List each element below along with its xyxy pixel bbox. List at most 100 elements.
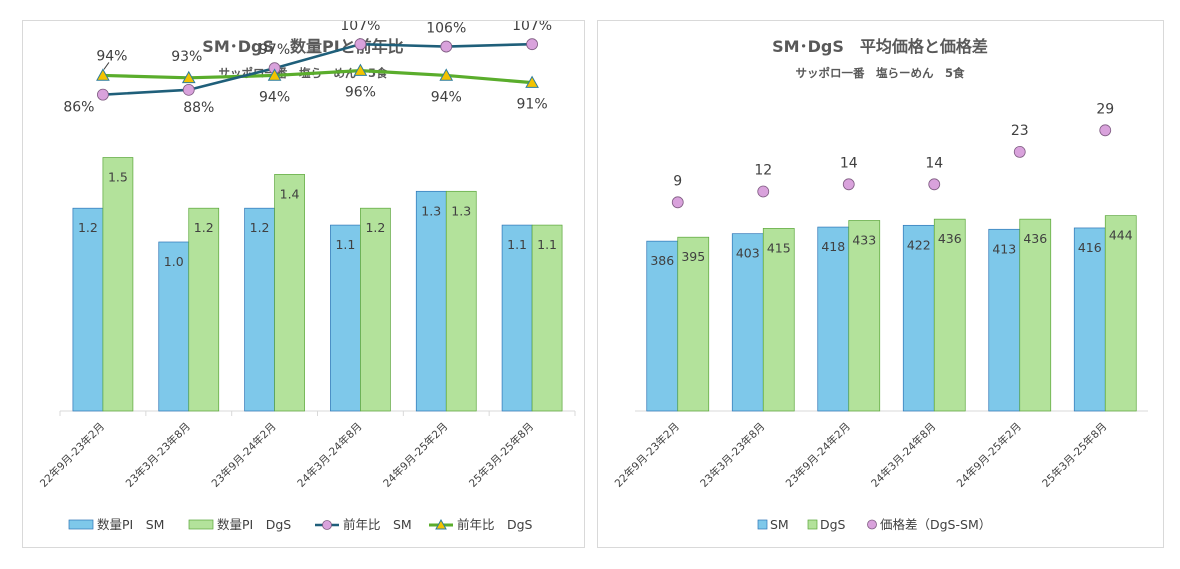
bar-label-dgs: 1.4 <box>280 186 300 201</box>
x-tick-label: 24年3月-24年8月 <box>295 420 365 490</box>
line-label-sm: 88% <box>183 100 214 116</box>
x-tick-label: 25年3月-25年8月 <box>466 420 536 490</box>
bar-label-dgs: 444 <box>1109 228 1133 243</box>
bar-label-dgs: 1.2 <box>365 220 385 235</box>
marker-sm-yoy <box>182 83 195 96</box>
bar-dgs <box>762 228 795 412</box>
bar-dgs <box>933 218 966 412</box>
pi-chart: SM･DgS 数量PIと前年比 サッポロ一番 塩らーめん 5食 1.21.522… <box>37 21 576 532</box>
line-label-sm: 97% <box>259 42 290 58</box>
line-label-sm: 107% <box>340 21 380 34</box>
x-tick-label: 22年9月-23年2月 <box>612 420 682 490</box>
bar-sm <box>330 224 361 412</box>
bar-sm <box>501 224 533 412</box>
bar-dgs <box>531 224 563 412</box>
chart-subtitle: サッポロ一番 塩らーめん 5食 <box>796 66 966 80</box>
marker-price-gap <box>1099 124 1112 137</box>
chart-title: SM･DgS 数量PIと前年比 <box>202 37 403 56</box>
bar-sm <box>817 226 850 412</box>
legend-label: 数量PI SM <box>97 517 164 532</box>
bar-dgs <box>1019 218 1052 412</box>
marker-price-gap <box>928 178 941 191</box>
bar-label-sm: 386 <box>650 253 674 268</box>
price-gap-label: 12 <box>754 163 772 179</box>
x-tick-label: 24年3月-24年8月 <box>868 420 938 490</box>
bar-label-dgs: 395 <box>681 249 705 264</box>
marker-dgs-yoy <box>439 68 454 81</box>
x-tick-label: 25年3月-25年8月 <box>1039 420 1109 490</box>
line-label-dgs: 94% <box>431 89 462 105</box>
marker-sm-yoy <box>97 88 109 101</box>
x-tick-label: 24年9月-25年2月 <box>380 420 450 490</box>
legend-marker-gap <box>867 519 877 530</box>
marker-dgs-yoy <box>353 63 368 76</box>
bar-sm <box>415 190 447 412</box>
price-gap-label: 23 <box>1011 123 1029 139</box>
marker-price-gap <box>842 178 855 191</box>
marker-dgs-yoy <box>525 75 539 88</box>
bar-label-dgs: 433 <box>852 232 876 247</box>
bar-dgs <box>445 190 477 412</box>
bar-label-sm: 1.2 <box>78 220 98 235</box>
bar-dgs <box>848 220 881 412</box>
x-tick-label: 24年9月-25年2月 <box>954 420 1024 490</box>
legend: SM DgS 価格差（DgS-SM） <box>757 517 991 532</box>
bar-label-sm: 1.0 <box>164 254 184 269</box>
pi-chart-panel: SM･DgS 数量PIと前年比 サッポロ一番 塩らーめん 5食 1.2 1.5 22… <box>22 20 585 548</box>
bar-label-sm: 1.1 <box>335 237 355 252</box>
marker-sm-yoy <box>440 40 453 53</box>
chart-title: SM･DgS 平均価格と価格差 <box>772 37 988 56</box>
bar-sm <box>158 241 190 412</box>
legend: 数量PI SM 数量PI DgS 前年比 SM 前年比 DgS <box>68 517 533 532</box>
bar-label-dgs: 436 <box>938 231 962 246</box>
bar-label-dgs: 436 <box>1023 231 1047 246</box>
line-label-dgs: 94% <box>96 48 127 64</box>
bar-sm <box>244 207 275 412</box>
marker-dgs-yoy <box>267 68 282 81</box>
bar-sm <box>731 233 764 412</box>
line-label-dgs: 91% <box>517 97 548 113</box>
marker-sm-yoy <box>526 38 538 51</box>
legend-swatch-dgs <box>188 519 214 530</box>
x-tick-label: 23年3月-23年8月 <box>123 420 193 490</box>
bar-label-sm: 1.2 <box>250 220 270 235</box>
bar-label-dgs: 1.1 <box>537 237 557 252</box>
bar-label-sm: 1.3 <box>421 203 441 218</box>
bar-dgs <box>274 174 305 412</box>
price-chart: SM･DgS 平均価格と価格差 サッポロ一番 塩らーめん 5食 386 395 9 2… <box>612 37 1148 532</box>
bar-label-dgs: 1.2 <box>194 220 214 235</box>
bar-label-sm: 422 <box>907 237 931 252</box>
legend-label: SM <box>770 517 789 532</box>
plot-area: 1.2 1.5 22年9月-23年2月 1.0 1.2 23年3月-23年8月 1.2 1.4… <box>37 21 576 490</box>
bar-sm <box>902 224 935 412</box>
line-sm-yoy <box>102 42 533 96</box>
legend-label: 数量PI DgS <box>217 517 291 532</box>
x-tick-label: 23年3月-23年8月 <box>697 420 767 490</box>
bar-label-sm: 413 <box>992 241 1016 256</box>
bar-sm <box>988 228 1021 412</box>
marker-sm-yoy <box>354 38 367 51</box>
legend-swatch-sm <box>68 519 94 530</box>
bar-dgs <box>360 207 391 412</box>
line-dgs-yoy <box>102 69 533 85</box>
line-label-dgs: 96% <box>345 85 376 101</box>
legend-swatch-sm <box>757 519 768 530</box>
bar-label-sm: 418 <box>821 239 845 254</box>
x-tick-label: 22年9月-23年2月 <box>37 420 107 490</box>
bar-dgs <box>677 236 710 412</box>
legend-label: 前年比 DgS <box>457 517 533 532</box>
price-gap-label: 9 <box>673 173 682 189</box>
bar-label-dgs: 415 <box>767 240 791 255</box>
price-chart-panel: SM･DgS 平均価格と価格差 サッポロ一番 塩らーめん 5食 386 395 9 2… <box>597 20 1164 548</box>
line-label-sm: 107% <box>512 21 552 34</box>
bar-dgs <box>1104 215 1137 412</box>
legend-label: 価格差（DgS-SM） <box>880 517 991 532</box>
bar-label-dgs: 1.3 <box>451 203 471 218</box>
bar-dgs <box>188 207 220 412</box>
line-label-dgs: 93% <box>171 49 202 65</box>
plot-area: 386 395 9 22年9月-23年2月 403 415 12 23年3月-23年8月 418… <box>612 101 1148 490</box>
bar-label-sm: 416 <box>1078 240 1102 255</box>
legend-label: 前年比 SM <box>343 517 412 532</box>
legend-marker-dgs <box>435 518 447 530</box>
x-tick-label: 23年9月-24年2月 <box>783 420 853 490</box>
